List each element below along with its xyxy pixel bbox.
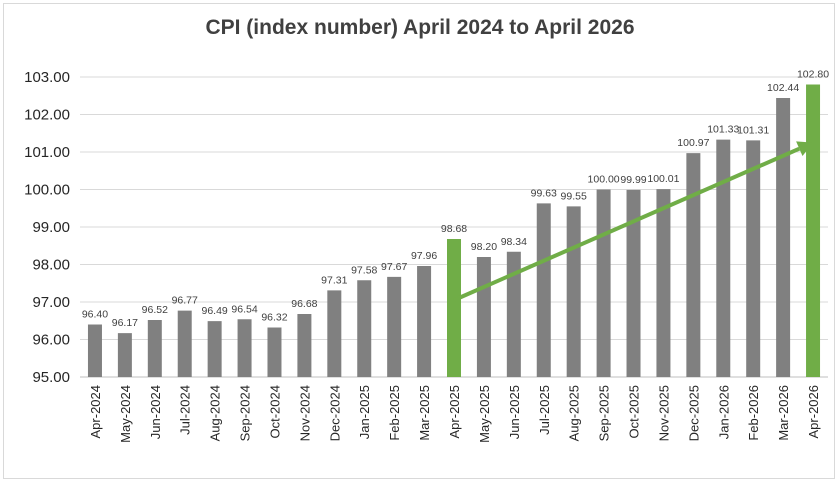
bar (746, 140, 761, 377)
x-tick-label: Apr-2024 (88, 385, 103, 438)
x-tick-label: Sep-2024 (238, 385, 253, 441)
bar (776, 98, 791, 377)
highlight-bar (447, 239, 461, 377)
x-tick-label: Feb-2026 (746, 385, 761, 441)
bar (506, 251, 521, 377)
data-label: 96.52 (142, 304, 168, 316)
x-tick-label: Jul-2024 (178, 385, 193, 435)
data-label: 100.97 (677, 137, 709, 149)
data-label: 100.01 (647, 173, 679, 185)
x-tick-label: Nov-2025 (656, 385, 671, 441)
x-tick-label: Aug-2024 (208, 385, 223, 441)
bar (357, 280, 372, 377)
x-tick-label: Feb-2025 (387, 385, 402, 441)
x-tick-label: Sep-2025 (597, 385, 612, 441)
data-label: 97.58 (351, 264, 377, 276)
y-tick-label: 95.00 (32, 369, 70, 386)
data-label: 96.40 (82, 309, 108, 321)
bar (297, 314, 312, 377)
x-tick-label: Apr-2025 (447, 385, 462, 438)
data-label: 96.17 (112, 317, 138, 329)
data-label: 96.49 (201, 305, 227, 317)
bar (177, 310, 192, 377)
data-label: 100.00 (588, 174, 620, 186)
x-tick-label: Apr-2026 (806, 385, 821, 438)
data-label: 99.55 (561, 190, 587, 202)
bar (476, 257, 491, 377)
bar (327, 290, 342, 377)
bar (147, 320, 162, 377)
highlight-bar (806, 84, 821, 377)
x-tick-label: Dec-2025 (686, 385, 701, 441)
y-tick-label: 102.00 (24, 107, 70, 124)
data-label: 98.34 (501, 236, 527, 248)
bar (387, 276, 402, 377)
bar (237, 319, 252, 377)
data-label: 101.31 (737, 124, 769, 136)
y-tick-label: 103.00 (24, 69, 70, 86)
bar (536, 203, 551, 377)
y-tick-label: 96.00 (32, 332, 70, 349)
y-tick-label: 98.00 (32, 257, 70, 274)
bar (566, 206, 581, 377)
bar (87, 324, 102, 377)
bar (626, 189, 641, 377)
bar (656, 189, 671, 377)
bar (716, 139, 731, 377)
x-tick-label: Jul-2025 (537, 385, 552, 435)
y-tick-label: 101.00 (24, 144, 70, 161)
y-tick-label: 99.00 (32, 219, 70, 236)
data-label: 101.33 (707, 124, 739, 136)
bar (207, 321, 222, 377)
x-tick-label: May-2025 (477, 385, 492, 443)
bar (117, 333, 132, 377)
x-tick-label: Jan-2026 (716, 385, 731, 439)
x-tick-label: Mar-2026 (776, 385, 791, 441)
data-label: 97.67 (381, 261, 407, 273)
data-label: 96.32 (261, 312, 287, 324)
x-tick-label: Oct-2024 (267, 385, 282, 438)
data-label: 96.68 (291, 298, 317, 310)
x-tick-label: Jun-2025 (507, 385, 522, 439)
y-tick-label: 97.00 (32, 294, 70, 311)
data-label: 98.20 (471, 241, 497, 253)
bar (596, 189, 611, 377)
data-label: 102.80 (797, 69, 829, 81)
x-tick-label: Jan-2025 (357, 385, 372, 439)
x-tick-label: Oct-2025 (627, 385, 642, 438)
data-label: 99.99 (620, 174, 646, 186)
data-label: 96.77 (172, 295, 198, 307)
x-tick-label: May-2024 (118, 385, 133, 443)
y-tick-label: 100.00 (24, 182, 70, 199)
data-label: 97.31 (321, 274, 347, 286)
x-tick-label: Nov-2024 (297, 385, 312, 441)
bar (686, 153, 701, 377)
bar (267, 327, 282, 377)
trend-arrow-line (453, 146, 801, 302)
chart-title: CPI (index number) April 2024 to April 2… (205, 16, 635, 39)
data-label: 102.44 (767, 82, 799, 94)
data-label: 97.96 (411, 250, 437, 262)
trend-arrow-head (796, 141, 814, 156)
data-label: 96.54 (231, 303, 257, 315)
x-tick-label: Mar-2025 (417, 385, 432, 441)
data-label: 98.68 (441, 223, 467, 235)
bar (417, 266, 432, 377)
data-label: 99.63 (531, 187, 557, 199)
x-tick-label: Aug-2025 (567, 385, 582, 441)
x-tick-label: Jun-2024 (148, 385, 163, 439)
x-tick-label: Dec-2024 (327, 385, 342, 441)
